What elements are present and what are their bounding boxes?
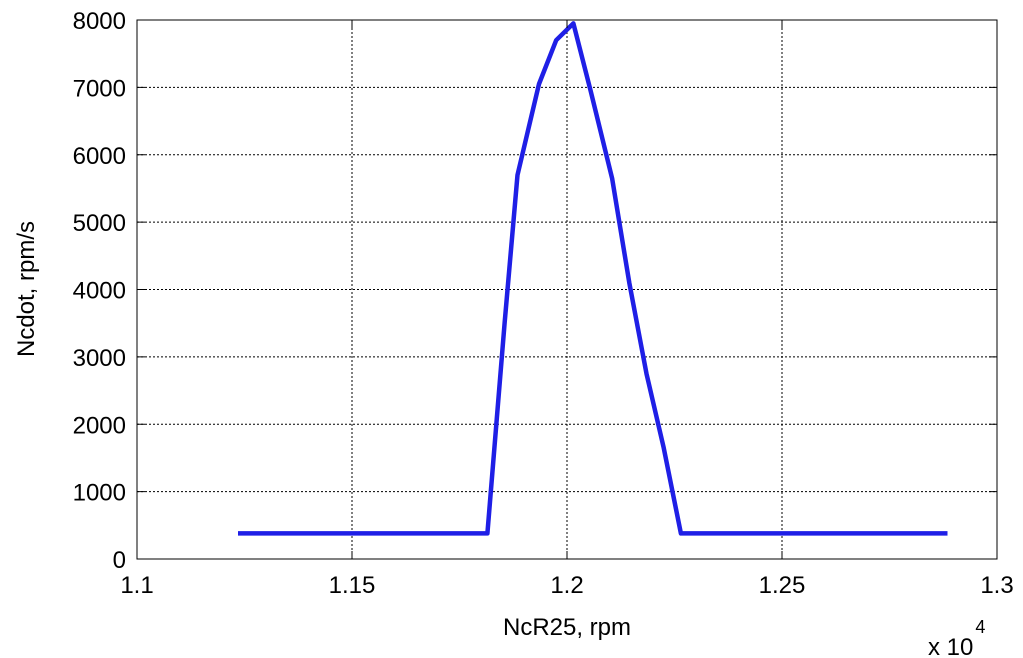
y-tick-label: 4000 [73,278,126,305]
series-line [238,21,948,536]
x-tick-label: 1.15 [329,572,376,599]
y-tick-label: 2000 [73,412,126,439]
series-group [238,21,948,536]
y-tick-label: 1000 [73,480,126,507]
x-tick-label: 1.1 [120,572,153,599]
y-tick-label: 7000 [73,75,126,102]
grid [137,20,997,559]
y-axis-label: Ncdot, rpm/s [13,221,40,357]
y-tick-label: 3000 [73,345,126,372]
x-tick-label: 1.2 [550,572,583,599]
x-exponent-power: 4 [975,617,985,637]
y-tick-label: 0 [113,547,126,574]
x-tick-label: 1.3 [980,572,1013,599]
x-exponent-label: x 104 [928,617,985,658]
x-exponent-base: x 10 [928,634,973,658]
tick-labels: 1.1 1.15 1.2 1.25 1.3 0 1000 2000 3000 4000 5000 60… [73,8,1014,599]
y-tick-label: 6000 [73,143,126,170]
y-tick-label: 8000 [73,8,126,35]
x-axis-label: NcR25, rpm [503,614,631,641]
ticks [136,19,998,560]
x-tick-label: 1.25 [759,572,806,599]
y-tick-label: 5000 [73,210,126,237]
